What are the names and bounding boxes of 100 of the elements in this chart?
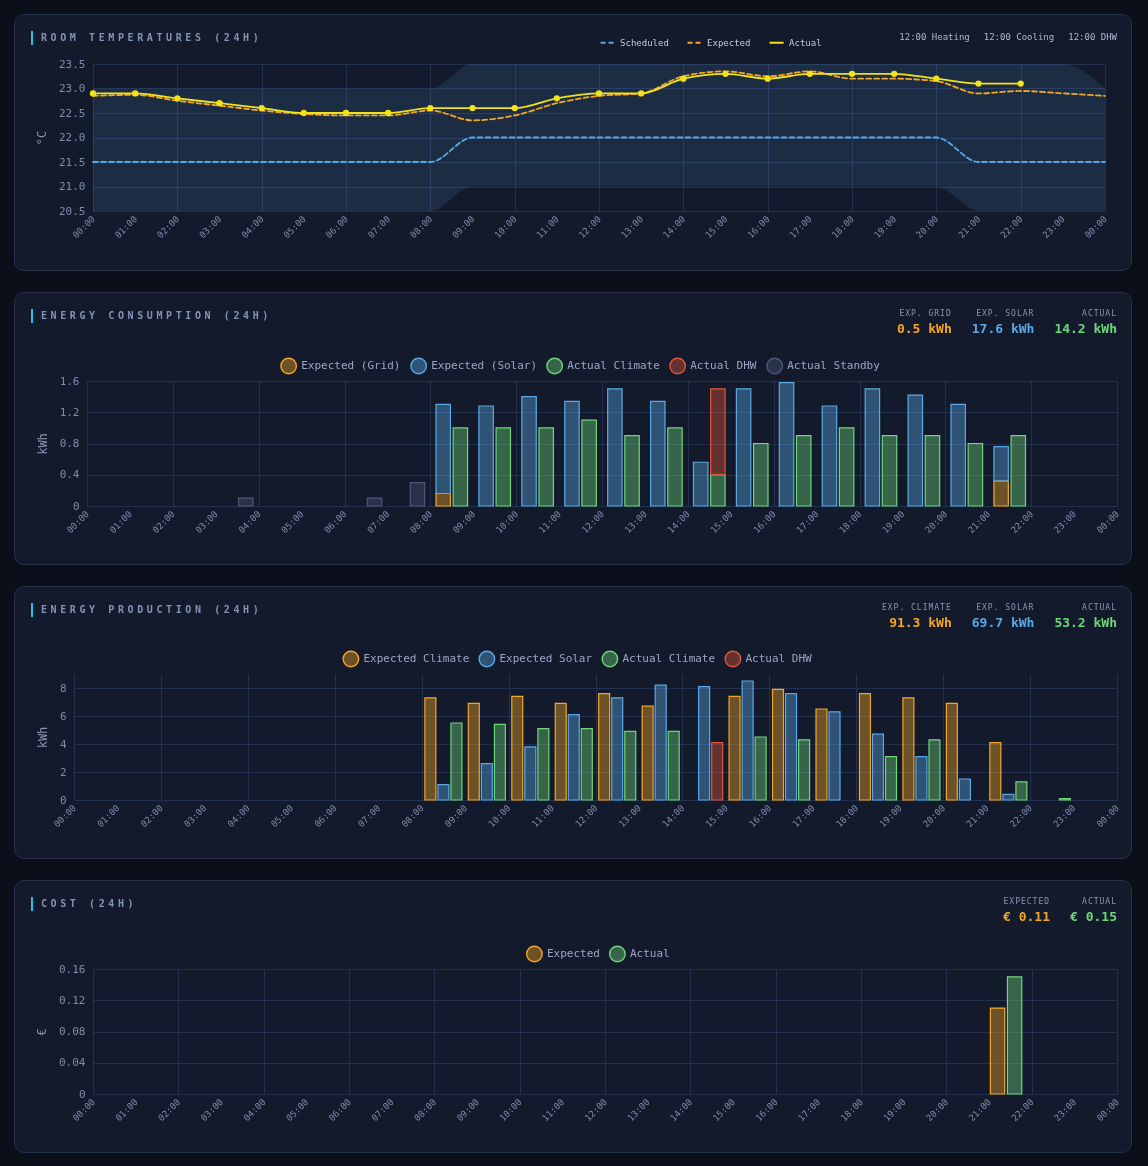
text: € 0.11 <box>1003 909 1051 924</box>
point <box>680 75 687 82</box>
bar <box>945 702 958 801</box>
bar <box>624 730 637 801</box>
bar <box>741 680 754 801</box>
legend-label: Expected <box>546 946 600 960</box>
y-axis-title: € <box>35 1028 50 1036</box>
y-tick-label: 20.5 <box>59 204 86 218</box>
bar <box>467 702 480 801</box>
bar <box>624 435 640 507</box>
y-tick-label: 23.5 <box>59 57 86 71</box>
bar <box>649 400 666 507</box>
bar <box>993 480 1009 507</box>
legend-label: Actual Climate <box>567 358 660 372</box>
bar <box>735 388 752 507</box>
text: € 0.15 <box>1070 909 1117 924</box>
bar <box>815 708 828 801</box>
bar <box>554 702 567 801</box>
point <box>806 70 813 77</box>
text: EXP. SOLAR <box>975 603 1035 612</box>
legend-label: Expected (Solar) <box>431 358 538 372</box>
bar <box>495 427 512 507</box>
bar <box>654 684 667 801</box>
bar <box>524 746 537 801</box>
text: 53.2 kWh <box>1054 615 1117 630</box>
text: 12:00 Cooling <box>983 32 1055 42</box>
y-tick-label: 0.16 <box>59 962 86 976</box>
bar <box>728 695 741 801</box>
point <box>132 90 139 97</box>
bar <box>710 388 726 476</box>
bar <box>924 435 941 507</box>
legend-label: Expected <box>707 37 751 48</box>
y-tick-label: 1.6 <box>59 374 80 388</box>
bar <box>1002 793 1015 801</box>
point <box>300 109 307 117</box>
y-tick-label: 23.0 <box>59 82 86 95</box>
y-tick-label: 0.04 <box>59 1056 86 1070</box>
bar <box>915 756 928 801</box>
bar <box>958 778 971 801</box>
y-tick-label: 0.12 <box>59 993 86 1007</box>
text: 12:00 DHW <box>1068 32 1117 42</box>
bar <box>538 427 555 507</box>
bar <box>450 722 463 801</box>
text: EXPECTED <box>1003 897 1051 906</box>
bar <box>871 733 885 801</box>
bar <box>667 730 680 801</box>
point <box>891 70 898 77</box>
y-tick-label: 2 <box>59 765 67 779</box>
y-axis-title: kWh <box>35 726 50 749</box>
y-axis-title: kWh <box>35 433 50 455</box>
bar <box>366 497 383 507</box>
point <box>469 104 476 112</box>
bar <box>564 400 580 507</box>
bar <box>641 705 654 801</box>
y-tick-label: 21.5 <box>59 155 86 169</box>
bar <box>771 688 785 801</box>
bar <box>858 693 872 801</box>
point <box>216 100 223 107</box>
y-tick-label: 0.8 <box>59 437 80 450</box>
bar <box>437 784 450 801</box>
y-tick-label: 4 <box>59 737 67 751</box>
text: 69.7 kWh <box>971 615 1035 630</box>
y-tick-label: 0.4 <box>59 468 80 482</box>
bar <box>710 474 726 507</box>
bar <box>950 403 967 507</box>
legend-label: Expected (Grid) <box>301 358 401 372</box>
point <box>764 75 771 82</box>
bar <box>795 435 812 507</box>
bar <box>902 697 915 801</box>
bar <box>828 711 841 801</box>
bar <box>698 686 711 801</box>
point <box>258 104 265 112</box>
bar <box>452 427 469 507</box>
legend-label: Actual <box>629 946 670 960</box>
bar <box>838 427 855 507</box>
chart-title: COST (24H) <box>31 897 138 911</box>
bar <box>537 728 550 801</box>
y-tick-label: 6 <box>59 709 67 723</box>
bar <box>967 442 984 507</box>
legend-label: Expected Solar <box>499 651 593 665</box>
text: 12:00 Heating <box>899 32 970 42</box>
bar <box>989 742 1002 801</box>
bar <box>237 497 254 507</box>
bar <box>784 693 798 801</box>
y-tick-label: 21.0 <box>59 180 86 193</box>
bar <box>907 394 924 507</box>
bar <box>581 419 597 507</box>
text: EXP. SOLAR <box>975 309 1035 318</box>
point <box>174 95 181 102</box>
point <box>933 75 940 82</box>
bar <box>881 435 898 507</box>
bar <box>607 388 623 507</box>
legend-label: Actual Standby <box>787 358 881 372</box>
point <box>975 80 982 87</box>
y-tick-label: 22.0 <box>59 131 86 144</box>
bar <box>778 381 795 507</box>
text: 14.2 kWh <box>1054 321 1117 336</box>
bar <box>821 405 838 507</box>
legend-label: Actual <box>789 37 822 48</box>
point <box>722 70 729 77</box>
